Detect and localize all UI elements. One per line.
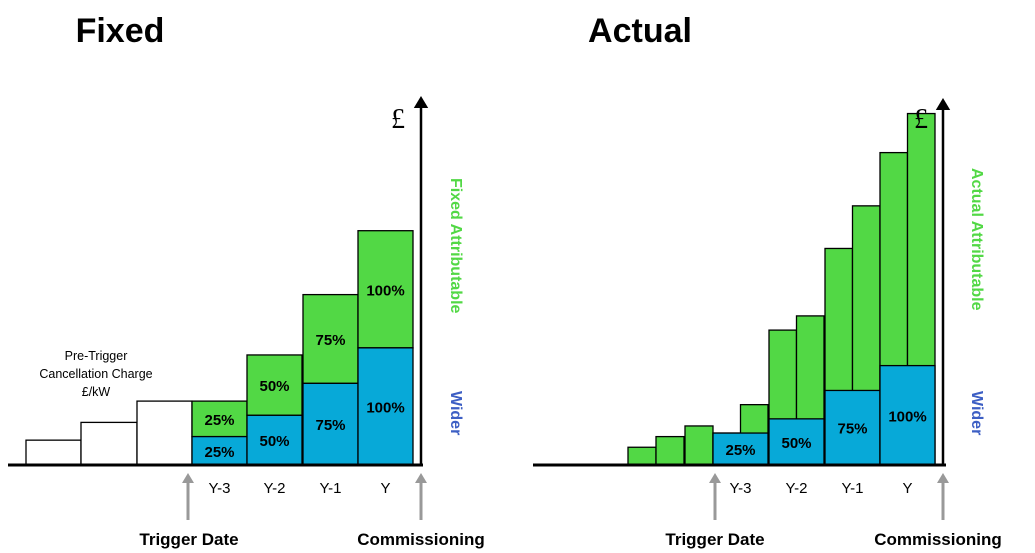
pre-trigger-bar: [25, 439, 82, 466]
x-tick-label: Y-1: [842, 480, 864, 497]
data-label-attributable: 25%: [204, 412, 234, 429]
x-tick-label: Y-2: [786, 480, 808, 497]
pre-trigger-bar: [627, 446, 657, 466]
data-label-attributable: 50%: [259, 378, 289, 395]
pre-trigger-note-line: Cancellation Charge: [39, 367, 152, 381]
data-label-wider: 100%: [888, 408, 926, 425]
pre-trigger-bar: [80, 421, 138, 466]
y-axis-symbol: £: [391, 104, 405, 135]
chart-title-fixed: Fixed: [76, 12, 165, 50]
commissioning-arrow-head: [937, 473, 949, 483]
y-axis-head: [935, 98, 951, 110]
bar-wider: [302, 382, 359, 466]
x-tick-label: Y-3: [730, 480, 752, 497]
bar-wider: [246, 414, 303, 466]
data-label-wider: 25%: [204, 444, 234, 461]
trigger-arrow-head: [709, 473, 721, 483]
chart-title-actual: Actual: [588, 12, 692, 50]
pre-trigger-note-line: Pre-Trigger: [65, 349, 128, 363]
data-label-wider: 25%: [725, 442, 755, 459]
marker-commissioning: Commissioning: [357, 530, 485, 549]
data-label-wider: 75%: [315, 417, 345, 434]
marker-trigger-date: Trigger Date: [139, 530, 238, 549]
bar-wider: [712, 432, 769, 466]
x-tick-label: Y: [902, 480, 912, 497]
data-label-wider: 75%: [837, 421, 867, 438]
pre-trigger-bar: [655, 435, 685, 466]
marker-trigger-date: Trigger Date: [665, 530, 764, 549]
pre-trigger-note-line: £/kW: [82, 385, 111, 399]
side-label-attributable: Fixed Attributable: [447, 178, 464, 314]
side-label-wider: Wider: [968, 391, 985, 435]
y-axis-head: [413, 96, 429, 108]
data-label-wider: 100%: [366, 399, 404, 416]
pre-trigger-bar: [684, 425, 714, 466]
x-tick-label: Y-3: [209, 480, 231, 497]
x-tick-label: Y-1: [320, 480, 342, 497]
trigger-arrow-head: [182, 473, 194, 483]
commissioning-arrow-head: [415, 473, 427, 483]
marker-commissioning: Commissioning: [874, 530, 1002, 549]
bar-wider: [768, 418, 825, 466]
data-label-wider: 50%: [259, 433, 289, 450]
pre-trigger-bar: [136, 400, 193, 466]
x-tick-label: Y: [380, 480, 390, 497]
bar-attributable: [191, 400, 248, 438]
x-tick-label: Y-2: [264, 480, 286, 497]
bar-wider: [879, 364, 936, 466]
y-axis-symbol: £: [914, 104, 928, 135]
data-label-wider: 50%: [781, 435, 811, 452]
data-label-attributable: 75%: [315, 332, 345, 349]
side-label-wider: Wider: [447, 391, 464, 435]
side-label-attributable: Actual Attributable: [968, 168, 985, 311]
data-label-attributable: 100%: [366, 282, 404, 299]
bar-wider: [357, 347, 414, 466]
